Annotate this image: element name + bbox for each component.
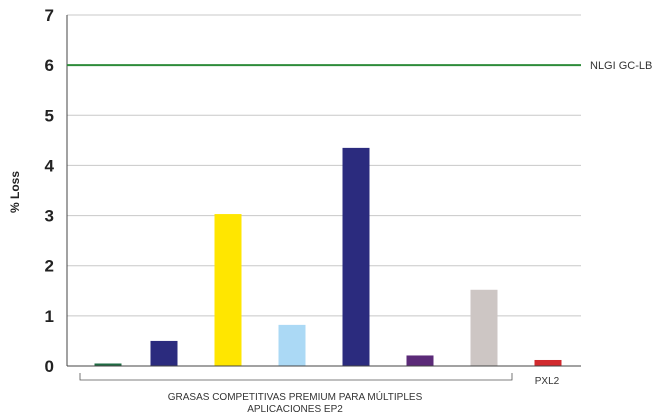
group-label-line1: GRASAS COMPETITIVAS PREMIUM PARA MÚLTIPL… (168, 390, 423, 403)
bar (470, 289, 498, 366)
group-bracket (79, 373, 513, 381)
y-axis-label: % Loss (8, 171, 22, 213)
y-tick-label: 4 (45, 156, 55, 175)
y-tick-label: 3 (45, 207, 54, 226)
group-label-line2: APLICACIONES EP2 (247, 404, 343, 415)
bar (214, 214, 242, 366)
y-tick-label: 7 (45, 6, 54, 25)
bar (94, 363, 122, 366)
y-tick-label: 2 (45, 257, 54, 276)
y-tick-labels: 0 1 2 3 4 5 6 7 (45, 6, 55, 376)
bar (406, 355, 434, 366)
bar (534, 359, 562, 366)
y-tick-label: 0 (45, 357, 54, 376)
bar (342, 147, 370, 366)
y-tick-label: 6 (45, 56, 54, 75)
pxl2-label: PXL2 (535, 376, 560, 387)
bars (94, 147, 562, 366)
y-tick-label: 5 (45, 106, 54, 125)
bar (278, 324, 306, 366)
gridlines (67, 14, 581, 317)
y-tick-label: 1 (45, 307, 54, 326)
bar (150, 340, 178, 366)
reference-line-label: NLGI GC-LB (590, 60, 652, 72)
